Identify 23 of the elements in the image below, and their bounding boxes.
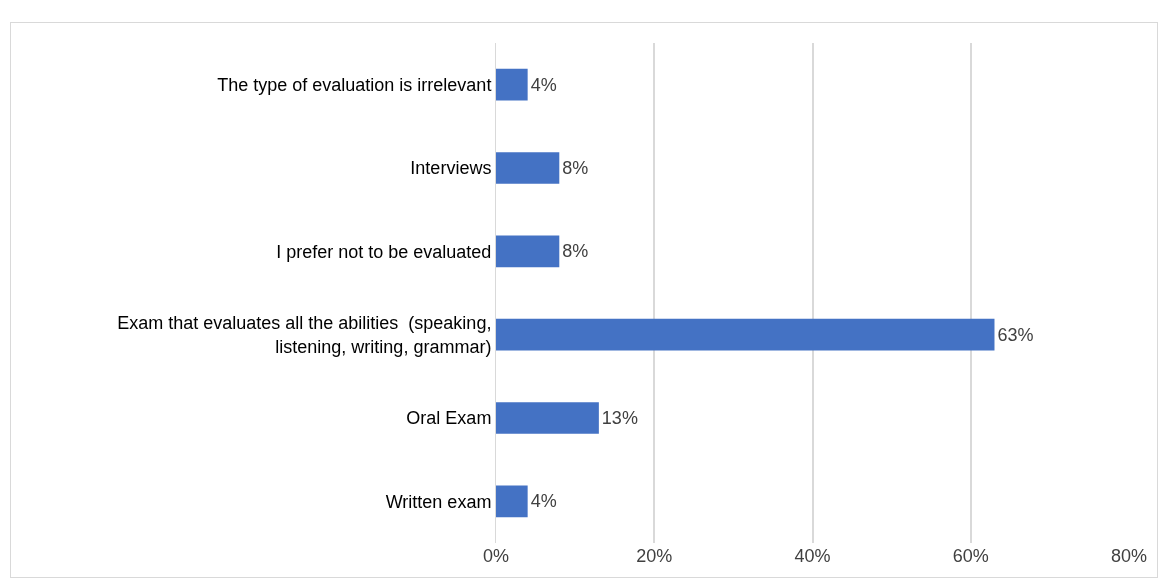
x-tick-label: 20% bbox=[636, 546, 673, 566]
data-label: 4% bbox=[530, 74, 557, 95]
x-tick-label: 0% bbox=[482, 546, 510, 566]
bar bbox=[496, 485, 528, 518]
y-tick-label: The type of evaluation is irrelevant bbox=[217, 74, 492, 95]
bar bbox=[496, 152, 560, 184]
data-label: 8% bbox=[562, 158, 589, 178]
bar bbox=[496, 68, 528, 101]
data-label: 4% bbox=[530, 491, 557, 512]
x-tick-label: 60% bbox=[952, 546, 989, 566]
y-tick-label: Oral Exam bbox=[406, 408, 492, 429]
data-label: 63% bbox=[997, 324, 1034, 345]
bar bbox=[496, 318, 995, 351]
y-tick-label: Written exam bbox=[385, 491, 492, 512]
data-label: 8% bbox=[562, 241, 589, 262]
y-tick-label: I prefer not to be evaluated bbox=[276, 241, 492, 262]
x-tick-label: 40% bbox=[794, 546, 831, 566]
y-tick-label: Interviews bbox=[410, 158, 492, 179]
y-tick-label: Exam that evaluates all the abilities (speaking, listening, writing, grammar) bbox=[117, 313, 492, 357]
bar bbox=[496, 402, 599, 434]
x-tick-label: 80% bbox=[1110, 546, 1148, 566]
data-label: 13% bbox=[601, 408, 638, 428]
bar bbox=[496, 235, 560, 268]
